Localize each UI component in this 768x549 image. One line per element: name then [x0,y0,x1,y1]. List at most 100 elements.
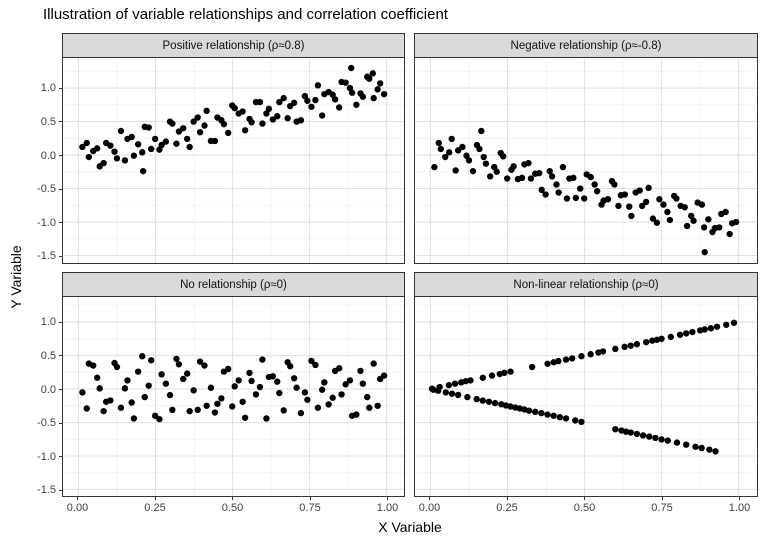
facet-panel-nonlinear [414,296,758,497]
data-point [259,356,266,363]
data-point [431,163,438,171]
facet-nonlinear-relationship: Non-linear relationship (ρ≈0) [414,272,758,497]
data-point [437,145,445,153]
data-point [448,135,455,143]
data-point [194,406,201,414]
data-point [626,203,633,210]
data-point [357,90,364,97]
data-point [591,181,598,188]
data-point [622,428,630,435]
x-axis-tick-label: 0.75 [651,502,673,514]
facet-panel-positive [62,57,405,264]
data-point [314,82,322,89]
data-point [454,391,462,399]
y-axis-tick-label: 0.0 [40,149,56,162]
data-point [186,143,193,151]
data-point [454,147,462,154]
x-axis-tick-mark [739,497,740,500]
data-point [183,135,191,143]
x-axis-tick-label: 0.75 [299,502,321,514]
data-point [587,173,594,181]
data-point [148,357,155,364]
data-point [293,384,300,391]
data-point [732,218,740,226]
data-point [158,371,165,378]
data-point [321,379,328,386]
data-point [646,433,653,440]
data-point [562,356,570,363]
data-point [503,175,511,182]
data-point [113,155,121,162]
data-point [683,441,690,448]
y-axis-tick-mark [59,155,62,156]
data-point [550,412,557,419]
data-point [716,224,723,231]
data-point [653,219,661,226]
data-point [346,84,354,92]
data-point [645,184,652,192]
data-point [473,141,481,149]
x-axis-tick-label: 0.25 [144,502,166,514]
data-point [478,127,485,135]
data-point [578,353,585,360]
y-axis-tick-mark [59,355,62,357]
data-point [139,353,146,360]
data-point [518,174,526,181]
data-points [79,64,388,175]
data-point [83,139,90,147]
facet-strip-label-nonlinear: Non-linear relationship (ρ≈0) [513,278,659,291]
data-point [79,389,86,396]
data-point [633,340,641,348]
facet-negative-relationship: Negative relationship (ρ≈-0.8) [414,33,758,264]
data-point [96,385,103,392]
data-point [604,196,612,203]
data-point [652,434,659,442]
data-point [673,439,681,446]
data-point [369,70,376,77]
data-points [431,127,740,256]
data-point [642,338,650,346]
data-point [473,395,480,403]
data-point [664,208,671,216]
x-axis-tick-mark [232,497,233,500]
data-point [141,393,148,401]
data-point [201,362,208,369]
data-point [239,398,246,405]
data-point [308,357,315,365]
scatter-plot-none [63,297,404,496]
data-point [274,113,281,120]
data-point [701,248,708,256]
x-axis-tick-mark [309,497,311,500]
data-point [248,377,255,385]
y-axis-tick-label: 0.0 [40,383,56,396]
data-point [689,328,696,336]
data-point [370,94,377,102]
data-point [325,401,332,408]
data-point [117,127,125,135]
data-point [246,115,253,123]
data-point [542,191,549,198]
data-point [636,187,643,194]
data-point [348,64,355,72]
data-point [442,389,450,396]
data-point [482,160,490,167]
data-point [698,201,706,208]
data-point [660,201,667,208]
data-point [90,362,97,369]
data-point [338,391,345,398]
data-point [690,217,697,224]
data-point [366,404,373,411]
data-point [239,108,246,115]
data-point [130,152,138,159]
data-point [544,411,551,418]
data-point [633,430,641,438]
data-point [638,202,646,210]
data-point [445,381,453,389]
x-axis-tick-mark [154,497,156,500]
chart-title: Illustration of variable relationships a… [43,6,448,23]
data-point [621,191,629,198]
data-point [467,377,474,384]
y-axis-tick-mark [59,87,62,89]
y-axis-tick-mark [59,389,62,390]
